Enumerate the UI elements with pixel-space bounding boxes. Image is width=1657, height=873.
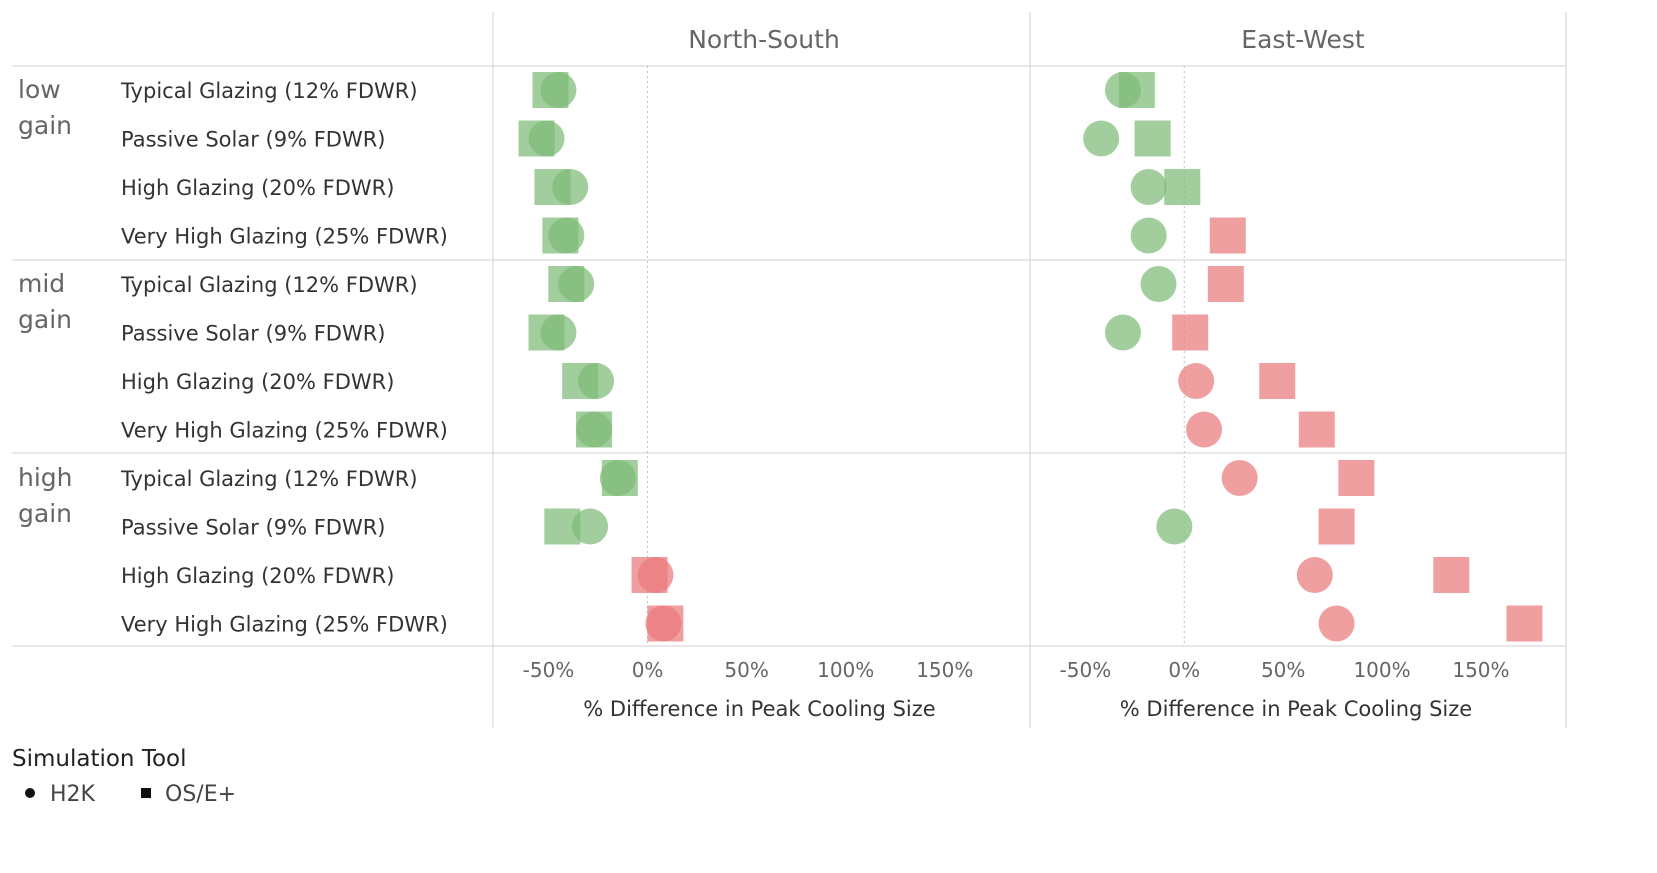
ose-point (631, 557, 668, 593)
x-axis-title: % Difference in Peak Cooling Size (1120, 697, 1472, 721)
legend: Simulation Tool H2K OS/E+ (12, 746, 236, 807)
group-label: low (18, 75, 61, 104)
h2k-point (1178, 363, 1215, 399)
h2k-point (1130, 169, 1167, 205)
ose-point (528, 314, 565, 351)
h2k-point (1221, 460, 1258, 496)
row-label: Typical Glazing (12% FDWR) (120, 273, 418, 297)
ose-point (1164, 169, 1201, 205)
ose-point (1134, 120, 1171, 157)
x-tick-label: -50% (1060, 658, 1112, 682)
x-axes: -50% 0% 50% 100% 150% % Difference in Peak Co… (523, 658, 1510, 721)
h2k-point (1104, 314, 1141, 351)
x-tick-label: 150% (916, 658, 973, 682)
x-tick-label: 50% (724, 658, 768, 682)
row-labels: low gain Typical Glazing (12% FDWR) Passive… (18, 75, 448, 637)
h2k-point (1296, 557, 1333, 593)
h2k-point (1140, 266, 1177, 302)
h2k-point (1156, 508, 1193, 545)
legend-title: Simulation Tool (12, 746, 187, 772)
x-tick-label: -50% (523, 658, 575, 682)
h2k-point (1083, 120, 1120, 157)
ose-point (548, 266, 585, 302)
ose-point (1318, 508, 1355, 545)
ose-point (1506, 605, 1543, 642)
group-label: high (18, 463, 73, 492)
row-label: High Glazing (20% FDWR) (121, 176, 394, 200)
x-tick-label: 0% (1168, 658, 1200, 682)
h2k-point (1186, 411, 1223, 448)
legend-label-h2k: H2K (50, 782, 96, 807)
group-label: gain (18, 305, 72, 334)
h2k-point (572, 508, 609, 545)
row-label: Very High Glazing (25% FDWR) (121, 613, 448, 637)
legend-label-ose: OS/E+ (165, 782, 236, 807)
x-tick-label: 50% (1261, 658, 1305, 682)
panel-title-east-west: East-West (1241, 25, 1365, 54)
row-label: Passive Solar (9% FDWR) (121, 516, 386, 540)
row-label: Passive Solar (9% FDWR) (121, 128, 386, 152)
ose-point (647, 605, 684, 642)
h2k-point (1318, 605, 1355, 642)
ose-point (1209, 217, 1246, 254)
ose-point (1298, 411, 1335, 448)
group-label: gain (18, 111, 72, 140)
ose-point (1433, 557, 1470, 593)
ose-point (1338, 460, 1375, 496)
ose-point (1118, 72, 1155, 108)
row-label: High Glazing (20% FDWR) (121, 370, 394, 394)
legend-square-icon (141, 788, 151, 798)
x-tick-label: 100% (817, 658, 874, 682)
x-axis-title: % Difference in Peak Cooling Size (583, 697, 935, 721)
ose-point (518, 120, 555, 157)
panel-title-north-south: North-South (688, 25, 840, 54)
group-label: gain (18, 499, 72, 528)
ose-point (532, 72, 569, 108)
row-label: Very High Glazing (25% FDWR) (121, 225, 448, 249)
ose-point (534, 169, 571, 205)
ose-point (542, 217, 579, 254)
ose-point (1259, 363, 1296, 399)
chart-frame (12, 12, 1567, 728)
ose-point (576, 411, 613, 448)
row-label: Very High Glazing (25% FDWR) (121, 419, 448, 443)
ose-point (1207, 266, 1244, 302)
row-label: Typical Glazing (12% FDWR) (120, 79, 418, 103)
row-label: Passive Solar (9% FDWR) (121, 322, 386, 346)
x-tick-label: 0% (632, 658, 664, 682)
row-label: High Glazing (20% FDWR) (121, 564, 394, 588)
legend-circle-icon (25, 788, 35, 798)
x-tick-label: 100% (1353, 658, 1410, 682)
group-label: mid (18, 269, 65, 298)
row-label: Typical Glazing (12% FDWR) (120, 467, 418, 491)
ose-point (544, 508, 581, 545)
ose-point (601, 460, 638, 496)
ose-point (562, 363, 599, 399)
h2k-point (1130, 217, 1167, 254)
panel-headers: North-South East-West (688, 25, 1365, 54)
x-tick-label: 150% (1452, 658, 1509, 682)
data-marks (518, 72, 1543, 642)
ose-point (1172, 314, 1209, 351)
